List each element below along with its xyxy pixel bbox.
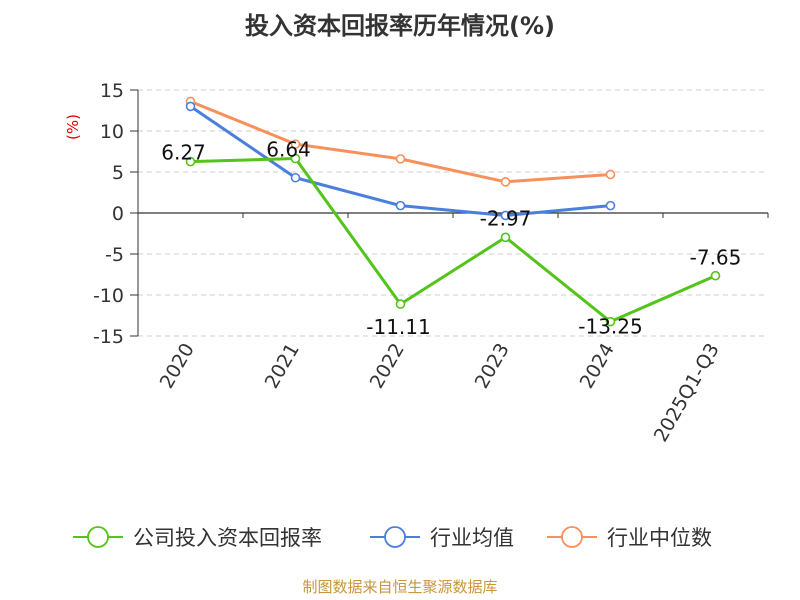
- data-point: [395, 154, 406, 164]
- data-label: -7.65: [690, 246, 742, 270]
- legend-item-industry-mean: 行业均值: [370, 526, 514, 550]
- legend: 公司投入资本回报率 行业均值 行业中位数: [73, 526, 712, 550]
- data-point: [500, 232, 511, 243]
- legend-item-industry-median: 行业中位数: [547, 526, 712, 550]
- legend-label: 行业中位数: [607, 526, 712, 550]
- x-tick-label: 2020: [156, 340, 199, 393]
- data-label: -13.25: [578, 315, 642, 339]
- x-tick-label: 2025Q1-Q3: [650, 340, 724, 446]
- x-tick-label: 2024: [576, 340, 619, 393]
- data-point: [710, 270, 721, 281]
- y-tick-label: 0: [112, 203, 124, 225]
- source-note: 制图数据来自恒生聚源数据库: [302, 578, 497, 596]
- x-tick-label: 2023: [471, 340, 514, 393]
- data-point: [500, 210, 511, 221]
- y-tick-label: -5: [105, 244, 124, 266]
- y-tick-label: -10: [93, 285, 124, 307]
- data-point: [395, 299, 406, 309]
- y-axis-unit: (%): [64, 114, 82, 140]
- gridlines: [138, 89, 768, 337]
- data-point: [605, 169, 616, 180]
- y-tick-label: 5: [112, 162, 124, 184]
- legend-item-company: 公司投入资本回报率: [73, 526, 322, 550]
- data-point: [605, 200, 616, 211]
- data-label: 6.27: [161, 141, 206, 165]
- axes: 15 10 5 0 -5 -10 -15 2020 2021 2022 2023 2024 2025Q1…: [93, 80, 769, 446]
- series: [185, 96, 721, 327]
- y-tick-label: 10: [100, 121, 124, 143]
- data-point: [500, 177, 511, 187]
- data-point: [290, 172, 301, 183]
- data-point: [290, 139, 301, 149]
- x-tick-label: 2021: [261, 340, 304, 393]
- data-point: [605, 316, 616, 327]
- data-point: [185, 156, 196, 167]
- y-tick-label: -15: [93, 326, 124, 348]
- legend-label: 公司投入资本回报率: [133, 526, 322, 550]
- data-label: 6.64: [266, 138, 311, 162]
- data-point: [290, 153, 301, 164]
- y-tick-label: 15: [100, 80, 124, 102]
- data-point: [395, 200, 406, 211]
- data-labels: 6.27 6.64 -11.11 -2.97 -13.25 -7.65: [161, 138, 741, 340]
- legend-marker: [87, 526, 109, 548]
- x-tick-label: 2022: [366, 340, 409, 393]
- legend-marker: [384, 526, 406, 548]
- data-label: -11.11: [366, 315, 430, 339]
- series-line: [189, 100, 611, 184]
- chart-title: 投入资本回报率历年情况(%): [245, 12, 555, 40]
- series-line: [190, 157, 717, 324]
- legend-marker: [561, 526, 583, 548]
- data-label: -2.97: [480, 206, 532, 230]
- data-point: [185, 101, 196, 112]
- legend-label: 行业均值: [430, 526, 514, 550]
